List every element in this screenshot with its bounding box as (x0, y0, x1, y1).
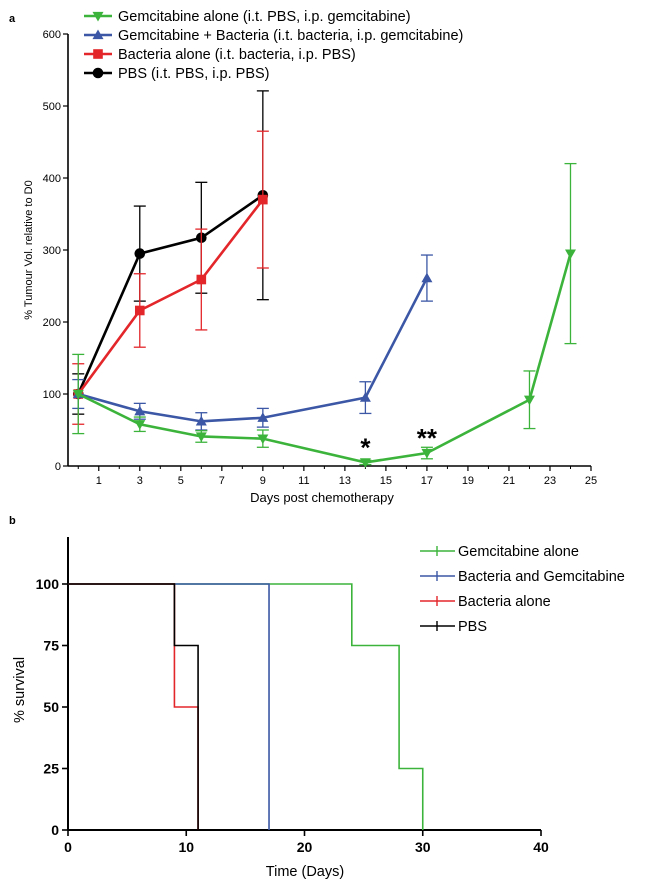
x-tick-label: 7 (219, 475, 225, 487)
data-point (134, 420, 146, 430)
survival-step-line (68, 583, 199, 830)
significance-marker: ** (417, 423, 438, 453)
data-point (564, 249, 576, 260)
x-tick-label: 0 (64, 839, 72, 855)
x-tick-label: 13 (339, 475, 351, 487)
data-point (359, 392, 371, 402)
panel-b-legend: Gemcitabine alone Bacteria and Gemcitabin… (420, 544, 625, 635)
legend-marker (93, 49, 103, 59)
data-point (359, 458, 371, 468)
x-tick-label: 1 (96, 475, 102, 487)
x-tick-label: 21 (503, 475, 515, 487)
series-line (77, 198, 264, 395)
series-line (77, 277, 429, 423)
data-point (257, 412, 269, 422)
legend-label: Bacteria alone (458, 594, 551, 610)
x-tick-label: 15 (380, 475, 392, 487)
legend-label: Bacteria and Gemcitabine (458, 569, 625, 585)
y-tick-label: 25 (43, 761, 59, 777)
x-tick-label: 19 (462, 475, 474, 487)
x-tick-label: 20 (297, 839, 313, 855)
data-point (421, 448, 433, 459)
panel-b-x-axis-label: Time (Days) (266, 864, 344, 880)
series-line (77, 194, 264, 395)
legend-label: Gemcitabine alone (i.t. PBS, i.p. gemcit… (118, 9, 411, 25)
series-bacteria (72, 130, 269, 425)
data-point (134, 305, 145, 316)
x-tick-label: 17 (421, 475, 433, 487)
panel-b-label: b (9, 515, 16, 527)
legend-label: Gemcitabine + Bacteria (i.t. bacteria, i… (118, 28, 463, 44)
legend-marker (92, 67, 104, 79)
panel-b-y-axis-label: % survival (12, 657, 28, 723)
significance-marker: * (360, 432, 371, 462)
survival-step-line (68, 583, 424, 830)
data-point (257, 434, 269, 445)
x-tick-label: 10 (178, 839, 194, 855)
panel-a-y-axis-label: % Tumour Vol. relative to D0 (23, 180, 35, 319)
legend-label: Gemcitabine alone (458, 544, 579, 560)
panel-a-label: a (9, 13, 16, 25)
series-line (77, 253, 572, 464)
data-point (421, 272, 433, 283)
panel-b: b 0 25 50 75 100 0 10 20 30 40 Gemcitabine alone B… (9, 515, 625, 880)
survival-step-line (68, 583, 199, 830)
y-tick-label: 0 (51, 822, 59, 838)
y-tick-label: 75 (43, 638, 59, 654)
panel-a-legend: Gemcitabine alone (i.t. PBS, i.p. gemcit… (84, 9, 463, 82)
data-point (134, 248, 146, 259)
legend-marker (92, 11, 104, 22)
data-point (72, 389, 84, 400)
panel-a-x-axis-label: Days post chemotherapy (250, 490, 394, 505)
data-point (523, 395, 535, 406)
x-tick-label: 3 (137, 475, 143, 487)
y-tick-label: 50 (43, 699, 59, 715)
y-tick-label: 0 (55, 461, 61, 473)
data-point (134, 405, 146, 416)
x-tick-label: 40 (533, 839, 549, 855)
legend-label: Bacteria alone (i.t. bacteria, i.p. PBS) (118, 47, 356, 63)
panel-b-series (68, 583, 424, 830)
x-tick-label: 5 (178, 475, 184, 487)
legend-label: PBS (i.t. PBS, i.p. PBS) (118, 66, 270, 82)
series-pbs (72, 90, 269, 415)
data-point (196, 274, 207, 285)
panel-a-series: * ** (72, 90, 577, 468)
data-point (195, 415, 207, 426)
data-point (195, 432, 207, 442)
y-tick-label: 300 (43, 245, 61, 257)
data-point (258, 194, 268, 205)
x-tick-label: 11 (298, 475, 309, 487)
legend-marker (92, 29, 104, 40)
y-tick-label: 200 (43, 317, 61, 329)
legend-label: PBS (458, 619, 487, 635)
series-gemcitabine (72, 162, 577, 468)
y-tick-label: 100 (43, 389, 61, 401)
x-tick-label: 30 (415, 839, 431, 855)
x-tick-label: 25 (585, 475, 597, 487)
y-tick-label: 600 (43, 29, 61, 41)
y-tick-label: 500 (43, 101, 61, 113)
panel-b-axes: 0 25 50 75 100 0 10 20 30 40 (36, 537, 549, 855)
x-tick-label: 9 (260, 475, 266, 487)
y-tick-label: 100 (36, 576, 60, 592)
y-tick-label: 400 (43, 173, 61, 185)
survival-step-line (68, 583, 270, 830)
x-tick-label: 23 (544, 475, 556, 487)
